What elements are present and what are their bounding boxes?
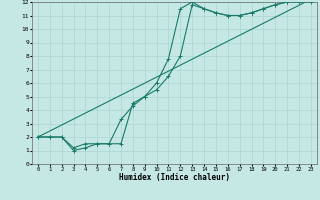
- X-axis label: Humidex (Indice chaleur): Humidex (Indice chaleur): [119, 173, 230, 182]
